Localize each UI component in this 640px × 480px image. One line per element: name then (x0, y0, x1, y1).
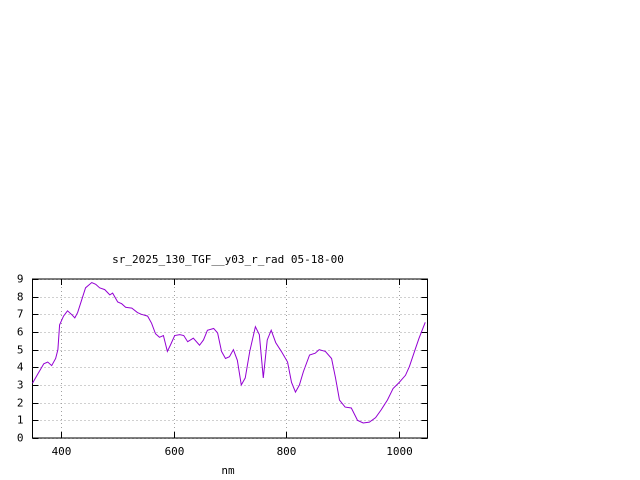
y-tick-label: 9 (17, 273, 24, 286)
y-tick-label: 8 (17, 291, 24, 304)
y-tick-label: 7 (17, 308, 24, 321)
y-tick-label: 3 (17, 379, 24, 392)
x-tick-label: 600 (165, 445, 185, 458)
x-tick-label: 400 (52, 445, 72, 458)
y-tick-label: 1 (17, 414, 24, 427)
x-axis-label: nm (221, 464, 235, 477)
x-tick-label: 1000 (386, 445, 413, 458)
plot-border (32, 278, 428, 439)
data-line (32, 281, 426, 424)
y-tick-label: 4 (17, 361, 24, 374)
y-tick-label: 2 (17, 397, 24, 410)
x-tick-label: 800 (277, 445, 297, 458)
chart-title: sr_2025_130_TGF__y03_r_rad 05-18-00 (112, 253, 344, 266)
y-tick-label: 6 (17, 326, 24, 339)
y-tick-label: 5 (17, 344, 24, 357)
y-tick-label: 0 (17, 432, 24, 445)
